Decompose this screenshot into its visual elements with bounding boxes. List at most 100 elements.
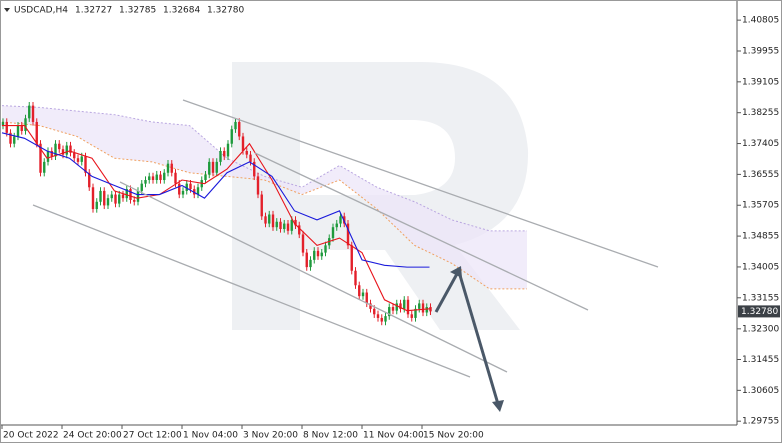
candle-body [219,150,222,162]
candle-body [335,223,338,228]
candle-body [268,214,271,224]
candle-body [58,143,61,150]
candle-body [253,161,256,177]
candle-body [95,201,98,210]
y-tick-label: 1.35705 [742,201,779,211]
candle-body [249,154,252,162]
candle-body [50,150,53,157]
candle-body [9,132,12,144]
candle-body [346,223,350,246]
x-tick-label: 15 Nov 20:00 [423,431,484,441]
candle-body [230,129,233,144]
x-tick-label: 24 Oct 20:00 [63,431,122,441]
trend-line [254,152,589,311]
y-tick-label: 1.30605 [742,386,779,396]
candle-body [271,214,275,228]
candle-body [294,219,297,226]
candle-body [226,143,230,157]
candle-body [264,216,267,224]
candle-body [61,149,65,155]
candle-body [118,194,121,204]
candle-body [365,292,368,304]
candle-body [418,303,421,309]
candle-body [140,183,143,191]
candle-body [91,187,95,210]
candle-body [121,194,125,199]
candle-body [279,221,282,230]
candle-body [380,317,383,322]
plot-area [1,101,527,326]
arrow-up [434,271,460,313]
candle-body [361,292,365,297]
cloud-fill [2,105,527,289]
x-tick-label: 8 Nov 12:00 [303,431,358,441]
candle-body [384,316,387,322]
candle-body [106,198,110,206]
candle-body [103,190,106,206]
y-tick-label: 1.29755 [742,417,779,427]
arrow-down [457,271,500,405]
candle-body [305,252,308,268]
candle-body [20,125,23,132]
candle-body [223,150,226,157]
candle-body [403,299,406,309]
y-tick-label: 1.39955 [742,46,779,56]
candle-body [211,161,215,173]
candle-body [31,105,35,122]
candle-body [410,314,413,318]
candle-body [28,105,31,119]
candle-body [1,121,5,126]
x-tick-label: 20 Oct 2022 [3,431,59,441]
candle-body [159,174,162,181]
candle-body [238,121,241,137]
candle-body [275,221,278,228]
candle-body [69,145,72,153]
y-tick-label: 1.31455 [742,355,779,365]
candle-body [185,183,188,191]
candle-body [16,125,20,137]
candle-body [73,152,76,159]
ohlc-label: 1.32727 [75,6,112,16]
trend-lines [32,99,659,378]
candle-body [151,176,155,181]
candle-body [309,259,312,268]
candle-body [245,150,248,155]
candle-body [316,250,320,257]
candle-body [39,143,42,173]
candle-body [114,194,117,204]
y-tick-label: 1.34005 [742,262,779,272]
candle-body [414,308,417,318]
candle-body [208,161,211,175]
candle-body [174,172,177,184]
candle-body [260,194,263,217]
trend-line [119,181,508,373]
candle-body [369,303,372,309]
ohlc-label: 1.32780 [207,6,244,16]
candle-body [373,308,376,315]
axes: 1.40805 1.39955 1.39105 1.38255 1.37405 1.365… [1,16,780,441]
candle-body [313,250,316,260]
candle-body [256,176,260,195]
candle-body [354,270,357,286]
candle-body [388,307,391,317]
candle-body [391,307,395,311]
candle-body [241,136,245,151]
x-tick-label: 1 Nov 04:00 [183,431,238,441]
y-tick-label: 1.40805 [742,16,779,26]
ohlc-label: 1.32785 [119,6,156,16]
candle-body [136,190,140,202]
trend-line [32,204,471,378]
candle-body [425,307,428,313]
ohlc-label: 1.32684 [163,6,200,16]
candle-body [395,303,398,311]
arrowhead [492,400,504,412]
candle-body [406,299,410,315]
y-tick-label: 1.37405 [742,139,779,149]
candle-body [80,156,83,162]
candle-body [65,145,68,155]
candle-body [376,314,380,318]
candle-body [133,199,136,202]
candle-body [76,158,80,162]
candle-body [99,190,102,202]
